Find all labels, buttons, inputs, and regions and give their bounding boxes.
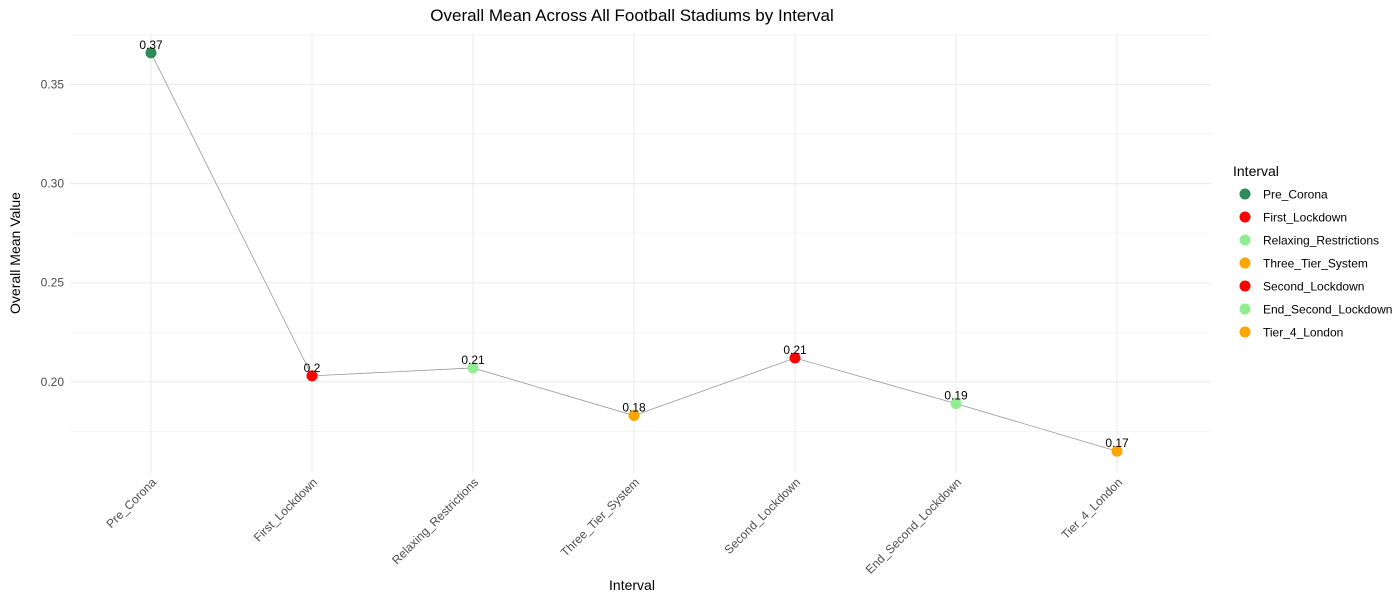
legend-label: Pre_Corona <box>1263 188 1328 202</box>
y-tick-label: 0.30 <box>41 177 65 191</box>
x-axis-title: Interval <box>609 577 655 593</box>
data-point <box>628 410 640 422</box>
data-label: 0.17 <box>1105 436 1129 450</box>
legend-label: First_Lockdown <box>1263 211 1347 225</box>
data-point <box>1111 445 1123 457</box>
x-tick-label: End_Second_Lockdown <box>863 475 964 576</box>
data-labels-layer: 0.37 0.2 0.21 0.18 0.21 0.19 0.17 <box>139 38 1129 450</box>
x-tick-label: Relaxing_Restrictions <box>389 475 481 567</box>
y-tick-label: 0.25 <box>41 276 65 290</box>
data-point <box>145 47 157 59</box>
data-point <box>467 362 479 374</box>
legend-key <box>1239 234 1251 246</box>
legend-key <box>1239 211 1251 223</box>
legend-key <box>1239 280 1251 292</box>
x-axis-ticks: Pre_Corona First_Lockdown Relaxing_Restric… <box>103 475 1125 577</box>
x-tick-label: Tier_4_London <box>1058 475 1125 542</box>
data-label: 0.2 <box>304 361 321 375</box>
grid <box>70 33 1211 473</box>
legend-title: Interval <box>1233 163 1279 179</box>
y-axis-ticks: 0.20 0.25 0.30 0.35 <box>41 78 65 389</box>
data-point <box>950 398 962 410</box>
legend-key <box>1239 303 1251 315</box>
data-label: 0.19 <box>944 389 968 403</box>
points-layer <box>145 47 1123 457</box>
chart-title: Overall Mean Across All Football Stadium… <box>430 6 833 25</box>
x-tick-label: Three_Tier_System <box>558 475 642 559</box>
legend-key <box>1239 188 1251 200</box>
data-label: 0.37 <box>139 38 163 52</box>
x-tick-label: Pre_Corona <box>103 475 159 531</box>
legend-label: Tier_4_London <box>1263 326 1343 340</box>
y-axis-title: Overall Mean Value <box>7 192 23 314</box>
legend-label: Second_Lockdown <box>1263 280 1364 294</box>
data-point <box>789 352 801 364</box>
data-label: 0.21 <box>461 353 485 367</box>
legend-label: Relaxing_Restrictions <box>1263 234 1379 248</box>
legend: Interval Pre_Corona First_Lockdown Relaxin… <box>1233 163 1392 340</box>
legend-key <box>1239 257 1251 269</box>
x-tick-label: Second_Lockdown <box>722 475 804 557</box>
legend-key <box>1239 326 1251 338</box>
y-tick-label: 0.35 <box>41 78 65 92</box>
legend-label: End_Second_Lockdown <box>1263 303 1392 317</box>
legend-label: Three_Tier_System <box>1263 257 1368 271</box>
y-tick-label: 0.20 <box>41 375 65 389</box>
data-label: 0.21 <box>783 343 807 357</box>
data-label: 0.18 <box>622 401 646 415</box>
x-tick-label: First_Lockdown <box>251 475 320 544</box>
data-point <box>306 370 318 382</box>
